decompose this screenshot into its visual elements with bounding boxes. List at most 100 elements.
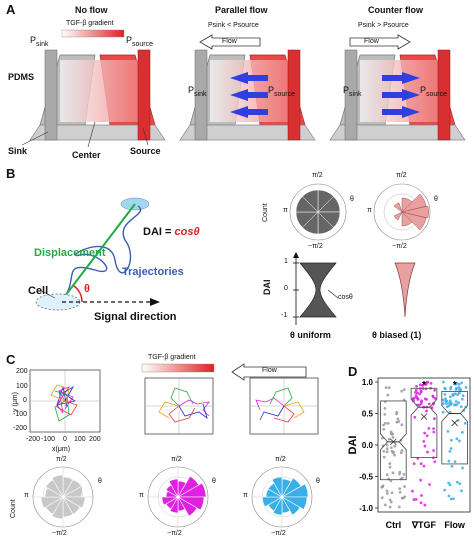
theta-biased-label: θ biased (1)	[372, 330, 422, 340]
data-point	[461, 394, 465, 397]
polar-b1-left: π	[283, 207, 288, 214]
data-point	[446, 429, 450, 433]
polar-c3-theta: θ	[316, 478, 320, 485]
data-point	[388, 498, 392, 502]
data-point	[391, 471, 395, 475]
data-point	[450, 464, 454, 468]
device-no-flow	[29, 49, 166, 141]
data-point	[416, 398, 420, 401]
polar-c2-left: π	[139, 492, 144, 499]
data-point	[383, 412, 387, 416]
panel-letter-d: D	[348, 364, 358, 379]
data-point	[423, 431, 427, 435]
title-no-flow: No flow	[75, 5, 108, 15]
data-point	[387, 386, 391, 390]
data-point	[448, 401, 451, 405]
data-point	[455, 403, 459, 407]
data-point	[380, 485, 384, 489]
trajectory-plot-tgf	[144, 377, 214, 435]
data-point	[391, 432, 395, 436]
data-point	[400, 449, 404, 452]
cell-label: Cell	[28, 285, 49, 297]
p-source-label-2: Psource	[268, 85, 296, 98]
data-point	[449, 497, 453, 501]
polar-c3-left: π	[243, 492, 248, 499]
data-point	[460, 489, 463, 493]
data-point	[397, 420, 401, 423]
device-counter-flow	[329, 49, 466, 141]
significance-asterisk: *	[453, 380, 457, 391]
trajectory-plot-flow	[249, 377, 319, 435]
mean-marker	[420, 413, 428, 420]
data-point	[449, 385, 453, 389]
mean-marker	[451, 419, 458, 427]
data-point	[422, 439, 426, 443]
data-point	[420, 400, 423, 403]
data-point	[427, 402, 431, 406]
data-point	[389, 479, 393, 483]
polar-b2-left: π	[367, 207, 372, 214]
data-point	[448, 450, 452, 453]
data-point	[463, 421, 467, 425]
data-point	[416, 391, 419, 395]
data-point	[458, 439, 461, 443]
data-point	[456, 393, 460, 396]
data-point	[447, 459, 451, 463]
data-point	[453, 460, 457, 464]
data-point	[390, 449, 394, 453]
data-point	[443, 386, 447, 390]
violin-uniform	[299, 262, 337, 318]
cos-label-b: cosθ	[338, 294, 353, 301]
y-tick-label: -1.0	[359, 504, 373, 513]
flow-label-counter: Flow	[364, 38, 379, 45]
data-point	[396, 417, 400, 421]
data-point	[458, 482, 462, 486]
data-point	[385, 443, 389, 447]
data-point	[441, 410, 445, 414]
data-point	[460, 397, 464, 401]
data-point	[399, 451, 403, 455]
data-point	[419, 478, 422, 482]
data-point	[447, 481, 451, 485]
data-point	[419, 389, 423, 393]
data-point	[457, 401, 461, 405]
data-point	[388, 465, 392, 469]
data-point	[425, 409, 428, 413]
data-point	[445, 402, 448, 405]
data-point	[398, 490, 402, 494]
data-point	[414, 388, 418, 392]
x-tick-2: -100	[41, 436, 56, 443]
data-point	[411, 489, 414, 493]
data-point	[428, 483, 431, 486]
data-point	[397, 505, 401, 509]
panel-letter-b: B	[6, 166, 16, 181]
polar-c1-theta: θ	[98, 478, 102, 485]
flow-label-parallel: Flow	[222, 38, 237, 45]
data-point	[427, 426, 431, 430]
data-point	[382, 455, 386, 459]
data-point	[424, 382, 428, 386]
data-point	[414, 498, 418, 501]
polar-c2-top: π/2	[171, 456, 182, 463]
data-point	[403, 495, 407, 499]
displacement-label: Displacement	[34, 247, 106, 259]
box-Ctrl	[380, 400, 407, 481]
counter-relation: Psink > Psource	[358, 22, 409, 29]
data-point	[412, 462, 416, 466]
data-point	[433, 388, 437, 392]
y-tick-2: 100	[16, 383, 28, 390]
data-point	[455, 480, 459, 484]
data-point	[402, 388, 406, 392]
data-point	[398, 472, 401, 476]
source-label: Source	[130, 146, 161, 156]
data-point	[429, 381, 433, 385]
data-point	[448, 395, 452, 399]
data-point	[382, 427, 386, 431]
data-point	[449, 438, 453, 442]
dai-tick-1: 1	[284, 258, 288, 265]
category-label: Ctrl	[386, 520, 402, 530]
polar-c3-bottom: −π/2	[271, 530, 286, 537]
data-point	[445, 399, 449, 403]
